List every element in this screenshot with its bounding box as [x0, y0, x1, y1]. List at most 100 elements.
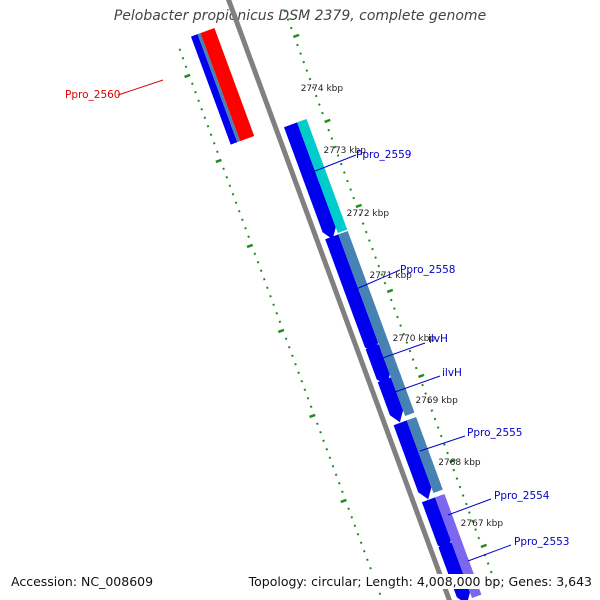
ruler-tick	[309, 413, 316, 419]
gene-label: ilvH	[428, 333, 448, 345]
ruler-tick	[256, 260, 260, 264]
ruler-tick	[302, 60, 306, 64]
ruler-tick	[353, 524, 357, 528]
ruler-tick	[471, 519, 474, 523]
ruler-tick	[247, 235, 250, 239]
ruler-tick	[292, 33, 300, 39]
gene-label: Ppro_2555	[467, 427, 522, 439]
genome-stats-text: Topology: circular; Length: 4,008,000 bp…	[246, 574, 594, 589]
ruler-tick	[331, 464, 335, 468]
ruler-tick	[366, 558, 369, 562]
ruler-tick	[286, 18, 290, 21]
kbp-marker-label: 2768 kbp	[438, 458, 481, 468]
ruler-tick	[368, 239, 371, 242]
ruler-tick	[436, 426, 440, 429]
ruler-tick	[421, 383, 424, 387]
ruler-tick	[253, 252, 257, 256]
ruler-tick	[184, 65, 188, 69]
gene-label: Ppro_2553	[514, 536, 569, 548]
ruler-tick	[275, 311, 279, 315]
ruler-tick	[216, 150, 219, 154]
ruler-tick	[321, 111, 324, 115]
ruler-tick	[296, 43, 299, 47]
ruler-tick	[378, 592, 382, 596]
ruler-tick	[350, 515, 354, 519]
ruler-tick	[374, 256, 377, 259]
ruler-tick	[269, 294, 272, 298]
ruler-tick	[324, 118, 331, 124]
ruler-tick	[411, 358, 415, 361]
ruler-tick	[241, 218, 244, 222]
ruler-tick	[200, 107, 204, 111]
ruler-tick	[386, 288, 394, 294]
ruler-tick	[371, 247, 374, 251]
ruler-tick	[455, 477, 459, 480]
ruler-tick	[309, 405, 313, 409]
ruler-tick	[246, 243, 254, 249]
gene-ppro-2555-cog	[406, 416, 443, 494]
ruler-tick	[468, 511, 471, 514]
ruler-tick	[356, 532, 360, 536]
ruler-tick	[343, 171, 346, 174]
ruler-tick	[340, 498, 347, 504]
ruler-tick	[427, 400, 431, 404]
ruler-tick	[299, 52, 302, 55]
leader-line	[379, 342, 426, 360]
ruler-tick	[336, 154, 340, 157]
gene-ppro-2555	[393, 420, 432, 500]
ruler-tick	[322, 439, 325, 443]
kbp-marker-label: 2772 kbp	[347, 209, 390, 219]
ruler-tick	[278, 320, 282, 324]
gene-ilvh-2-cog	[390, 373, 415, 417]
ruler-tick	[184, 73, 191, 79]
ruler-tick	[489, 570, 493, 574]
ruler-tick	[194, 90, 197, 94]
gene-ilvh-1	[365, 344, 390, 387]
ruler-tick	[316, 422, 319, 426]
ruler-tick	[458, 485, 462, 489]
ruler-tick	[405, 341, 409, 344]
gene-ppro-2558	[325, 234, 379, 355]
kbp-marker-label: 2767 kbp	[461, 519, 504, 529]
ruler-tick	[308, 77, 312, 81]
gene-ilvh-1-cog	[378, 340, 402, 381]
ruler-tick	[237, 209, 241, 213]
leader-line	[117, 79, 164, 96]
gene-cog-band	[197, 33, 241, 143]
kbp-marker-label: 2773 kbp	[324, 146, 367, 156]
leader-line	[467, 544, 512, 562]
ruler-tick	[430, 409, 434, 412]
ruler-tick	[178, 48, 182, 52]
gene-labels: Ppro_2560 Ppro_2559 Ppro_2558 ilvH ilvH Ppro_…	[65, 89, 569, 548]
ruler-tick	[377, 264, 381, 268]
kbp-markers: 2774 kbp 2773 kbp 2772 kbp 2771 kbp 2770 kbp…	[301, 84, 504, 529]
ruler-tick	[359, 541, 363, 545]
ruler-tick	[234, 201, 238, 205]
ruler-tick	[339, 162, 343, 166]
ruler-tick	[464, 502, 468, 506]
ruler-tick	[297, 371, 300, 375]
ruler-tick	[480, 543, 488, 549]
ruler-tick	[337, 481, 341, 485]
ruler-tick	[203, 116, 207, 120]
ruler-tick	[318, 103, 321, 106]
gene-ppro-2559-cog	[297, 118, 348, 234]
ruler-tick	[341, 490, 344, 494]
kbp-marker-label: 2774 kbp	[301, 84, 344, 94]
ruler-tick	[358, 213, 362, 217]
gene-label: Ppro_2559	[356, 149, 411, 161]
ruler-tick	[446, 451, 449, 455]
kbp-marker-label: 2769 kbp	[415, 396, 458, 406]
ruler-tick	[486, 562, 490, 565]
ruler-tick	[212, 141, 216, 145]
accession-text: Accession: NC_008609	[9, 574, 156, 589]
ruler-tick	[272, 303, 275, 307]
gene-ppro-2558-cog	[338, 230, 390, 349]
ruler-tick	[349, 188, 352, 191]
ruler-tick	[191, 82, 194, 86]
kbp-marker-label: 2771 kbp	[369, 271, 412, 281]
ruler-tick	[364, 230, 368, 234]
ruler-tick	[259, 269, 263, 273]
ruler-tick	[396, 315, 399, 319]
